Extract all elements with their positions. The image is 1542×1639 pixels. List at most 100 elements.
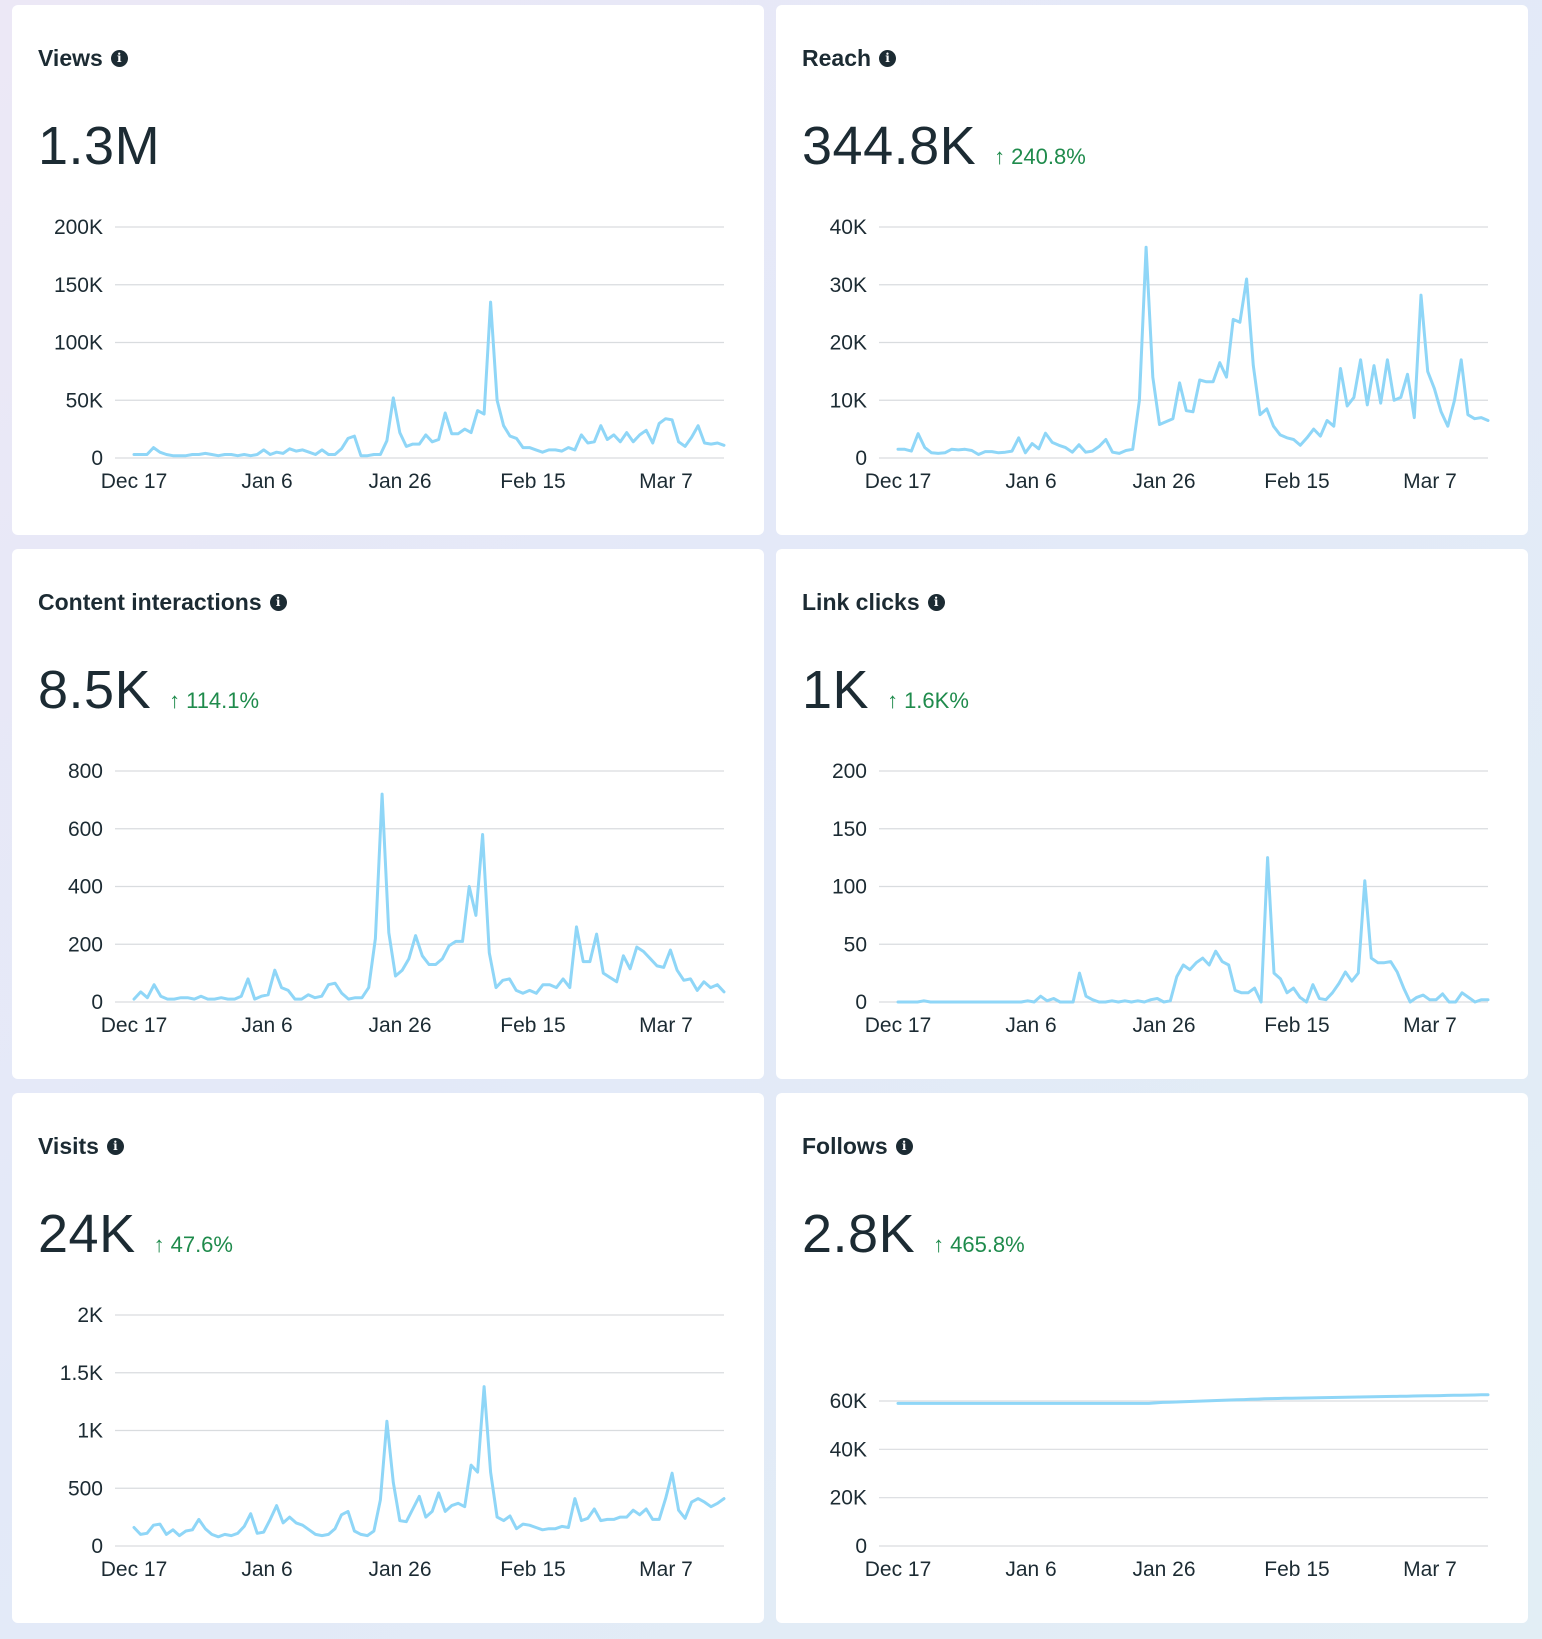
x-tick-label: Mar 7 (639, 1558, 693, 1581)
info-icon[interactable]: i (106, 1138, 124, 1155)
card-title: Reach i (802, 45, 897, 72)
y-tick-label: 0 (855, 1535, 867, 1558)
x-tick-label: Dec 17 (865, 1558, 932, 1581)
series-line (132, 300, 726, 458)
x-tick-label: Feb 15 (500, 1014, 565, 1037)
x-tick-label: Mar 7 (639, 470, 693, 493)
x-tick-label: Feb 15 (500, 470, 565, 493)
card-title: Link clicks i (802, 589, 945, 616)
x-tick-label: Mar 7 (1403, 1558, 1457, 1581)
metric-change: ↑ 240.8% (994, 144, 1086, 170)
card-reach: Reach i 344.8K ↑ 240.8% 0 10K 20K 30K 40K Dec… (776, 5, 1528, 535)
y-tick-label: 1.5K (60, 1362, 103, 1385)
metric-value: 8.5K (38, 660, 152, 720)
y-tick-label: 800 (68, 760, 103, 783)
x-tick-label: Jan 26 (368, 470, 431, 493)
y-tick-label: 40K (830, 216, 867, 239)
metric-change-value: 465.8% (950, 1232, 1025, 1257)
link-clicks-chart: 0 50 100 150 200 Dec 17 Jan 6 Jan 26 Feb 15 Mar 7 (832, 760, 1490, 1037)
metric-change: ↑ 465.8% (933, 1232, 1025, 1258)
y-tick-label: 60K (830, 1390, 867, 1413)
y-tick-label: 1K (77, 1420, 103, 1443)
metric-row: 344.8K ↑ 240.8% (802, 115, 1086, 177)
y-tick-label: 100 (832, 876, 867, 899)
x-tick-label: Jan 26 (368, 1014, 431, 1037)
x-tick-label: Jan 26 (1132, 1558, 1195, 1581)
x-tick-label: Jan 26 (1132, 1014, 1195, 1037)
x-tick-label: Jan 26 (368, 1558, 431, 1581)
y-tick-label: 200 (832, 760, 867, 783)
info-icon[interactable]: i (269, 594, 287, 611)
x-tick-label: Mar 7 (1403, 1014, 1457, 1037)
x-tick-label: Dec 17 (101, 1558, 168, 1581)
card-views: Views i 1.3M 0 50K 100K 150K 200K Dec 17 Jan 6… (12, 5, 764, 535)
y-tick-label: 500 (68, 1477, 103, 1500)
metric-value: 344.8K (802, 116, 977, 176)
arrow-up-icon: ↑ (169, 688, 181, 713)
x-tick-label: Mar 7 (639, 1014, 693, 1037)
info-icon[interactable]: i (879, 50, 897, 67)
y-tick-label: 50K (66, 389, 103, 412)
metric-change-value: 47.6% (170, 1232, 233, 1257)
reach-chart: 0 10K 20K 30K 40K Dec 17 Jan 6 Jan 26 Feb 15 Mar … (830, 216, 1490, 493)
card-link-clicks: Link clicks i 1K ↑ 1.6K% 0 50 100 150 200 Dec… (776, 549, 1528, 1079)
y-tick-label: 150K (54, 274, 103, 297)
y-tick-label: 0 (91, 991, 103, 1014)
x-tick-label: Feb 15 (1264, 1014, 1329, 1037)
card-title: Content interactions i (38, 589, 287, 616)
metric-row: 2.8K ↑ 465.8% (802, 1203, 1025, 1265)
card-title-label: Views (38, 45, 103, 71)
arrow-up-icon: ↑ (994, 144, 1006, 169)
x-tick-label: Jan 6 (1005, 1558, 1056, 1581)
info-icon[interactable]: i (895, 1138, 913, 1155)
metric-value: 24K (38, 1204, 136, 1264)
metric-change-value: 114.1% (186, 688, 260, 713)
x-tick-label: Jan 6 (1005, 1014, 1056, 1037)
x-tick-label: Dec 17 (101, 1014, 168, 1037)
series-line (896, 245, 1490, 456)
x-tick-label: Dec 17 (101, 470, 168, 493)
x-tick-label: Jan 6 (1005, 470, 1056, 493)
y-tick-label: 200 (68, 933, 103, 956)
arrow-up-icon: ↑ (933, 1232, 945, 1257)
x-tick-label: Dec 17 (865, 1014, 932, 1037)
series-line (896, 1393, 1490, 1405)
card-follows: Follows i 2.8K ↑ 465.8% 0 20K 40K 60K Dec 17… (776, 1093, 1528, 1623)
y-tick-label: 40K (830, 1438, 867, 1461)
y-tick-label: 0 (91, 447, 103, 470)
arrow-up-icon: ↑ (153, 1232, 165, 1257)
y-tick-label: 20K (830, 1487, 867, 1510)
card-visits: Visits i 24K ↑ 47.6% 0 500 1K 1.5K 2K Dec 17 J… (12, 1093, 764, 1623)
x-tick-label: Jan 6 (241, 1558, 292, 1581)
x-tick-label: Feb 15 (500, 1558, 565, 1581)
metric-value: 1K (802, 660, 870, 720)
card-title: Views i (38, 45, 128, 72)
metric-row: 1.3M (38, 115, 160, 177)
info-icon[interactable]: i (927, 594, 945, 611)
metric-value: 2.8K (802, 1204, 916, 1264)
y-tick-label: 20K (830, 332, 867, 355)
metric-change: ↑ 1.6K% (887, 688, 969, 714)
metric-value: 1.3M (38, 116, 161, 176)
x-tick-label: Mar 7 (1403, 470, 1457, 493)
card-title-label: Content interactions (38, 589, 262, 615)
y-tick-label: 50 (844, 933, 867, 956)
metric-row: 24K ↑ 47.6% (38, 1203, 233, 1265)
y-tick-label: 600 (68, 818, 103, 841)
card-title: Visits i (38, 1133, 124, 1160)
views-chart: 0 50K 100K 150K 200K Dec 17 Jan 6 Jan 26 Feb 15 M… (54, 216, 726, 493)
x-tick-label: Feb 15 (1264, 1558, 1329, 1581)
arrow-up-icon: ↑ (887, 688, 899, 713)
info-icon[interactable]: i (110, 50, 128, 67)
x-tick-label: Jan 26 (1132, 470, 1195, 493)
y-tick-label: 100K (54, 332, 103, 355)
series-line (132, 1385, 726, 1539)
y-tick-label: 200K (54, 216, 103, 239)
x-tick-label: Feb 15 (1264, 470, 1329, 493)
x-tick-label: Dec 17 (865, 470, 932, 493)
metric-change-value: 240.8% (1011, 144, 1086, 169)
card-title-label: Link clicks (802, 589, 920, 615)
card-title-label: Reach (802, 45, 872, 71)
metric-change: ↑ 47.6% (154, 1232, 233, 1258)
follows-chart: 0 20K 40K 60K Dec 17 Jan 6 Jan 26 Feb 15 Mar 7 (830, 1390, 1490, 1581)
